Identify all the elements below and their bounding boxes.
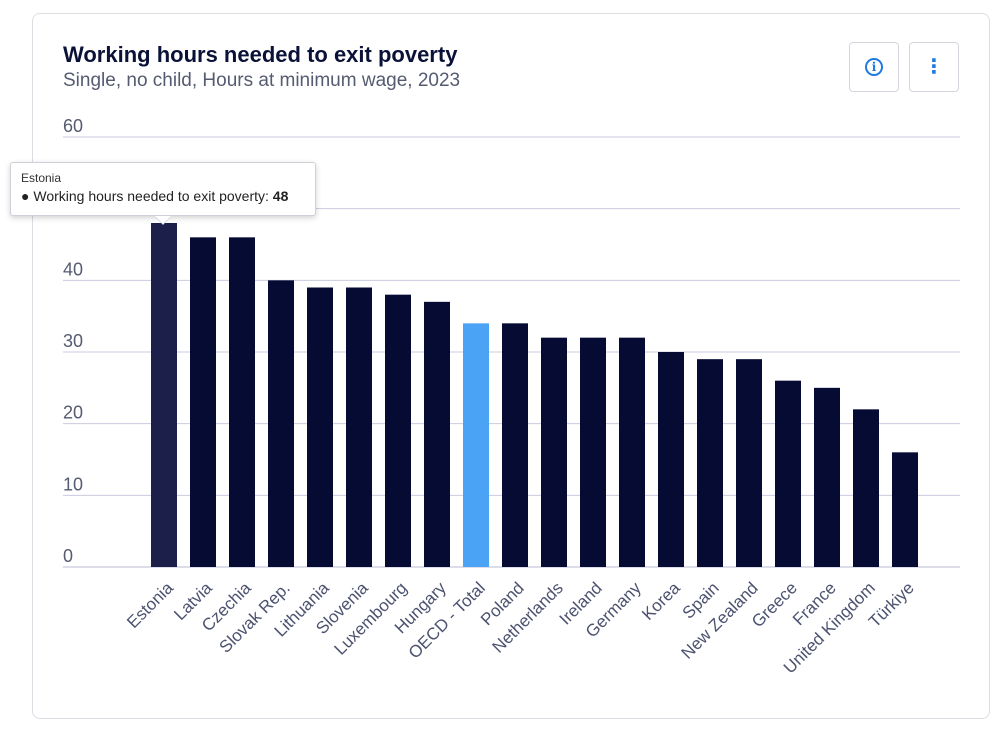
y-tick-label: 0 xyxy=(63,546,73,566)
bar-germany[interactable] xyxy=(619,337,645,567)
bar-poland[interactable] xyxy=(502,323,528,567)
y-tick-label: 10 xyxy=(63,474,83,494)
tooltip-category: Estonia xyxy=(21,171,62,185)
bar-spain[interactable] xyxy=(697,359,723,567)
more-options-button[interactable]: ⋮ xyxy=(909,42,959,92)
bar-ireland[interactable] xyxy=(580,337,606,567)
bar-latvia[interactable] xyxy=(190,237,216,568)
bar-hungary[interactable] xyxy=(424,301,450,567)
bar-united-kingdom[interactable] xyxy=(853,409,879,567)
bar-slovak-rep-[interactable] xyxy=(268,280,294,567)
bar-czechia[interactable] xyxy=(229,237,255,568)
y-tick-label: 30 xyxy=(63,331,83,351)
bars xyxy=(151,223,918,568)
bar-t-rkiye[interactable] xyxy=(892,452,918,567)
bar-greece[interactable] xyxy=(775,380,801,567)
bar-slovenia[interactable] xyxy=(346,287,372,568)
more-vertical-icon: ⋮ xyxy=(924,56,944,78)
y-tick-label: 40 xyxy=(63,259,83,279)
bar-korea[interactable] xyxy=(658,352,684,567)
tooltip: Estonia ● Working hours needed to exit p… xyxy=(10,162,316,216)
y-tick-label: 20 xyxy=(63,403,83,423)
info-button[interactable]: i xyxy=(849,42,899,92)
bar-estonia[interactable] xyxy=(151,223,177,567)
tooltip-value: 48 xyxy=(272,188,289,204)
bar-france[interactable] xyxy=(814,387,840,567)
tooltip-line: ● Working hours needed to exit poverty: … xyxy=(21,188,289,204)
bar-netherlands[interactable] xyxy=(541,337,567,567)
chart-title: Working hours needed to exit poverty xyxy=(63,42,458,67)
info-icon: i xyxy=(865,58,883,76)
x-tick-label: Estonia xyxy=(123,578,177,632)
chart-subtitle: Single, no child, Hours at minimum wage,… xyxy=(63,70,461,91)
x-tick-label: Korea xyxy=(638,578,684,624)
bar-luxembourg[interactable] xyxy=(385,294,411,567)
tooltip-arrow xyxy=(155,216,171,224)
y-tick-label: 60 xyxy=(63,116,83,136)
bar-oecd-total[interactable] xyxy=(463,323,489,567)
bar-new-zealand[interactable] xyxy=(736,359,762,567)
tooltip-label: Working hours needed to exit poverty: xyxy=(33,188,273,204)
y-axis-ticks: 0 10 20 30 40 60 xyxy=(63,116,83,566)
bar-lithuania[interactable] xyxy=(307,287,333,568)
